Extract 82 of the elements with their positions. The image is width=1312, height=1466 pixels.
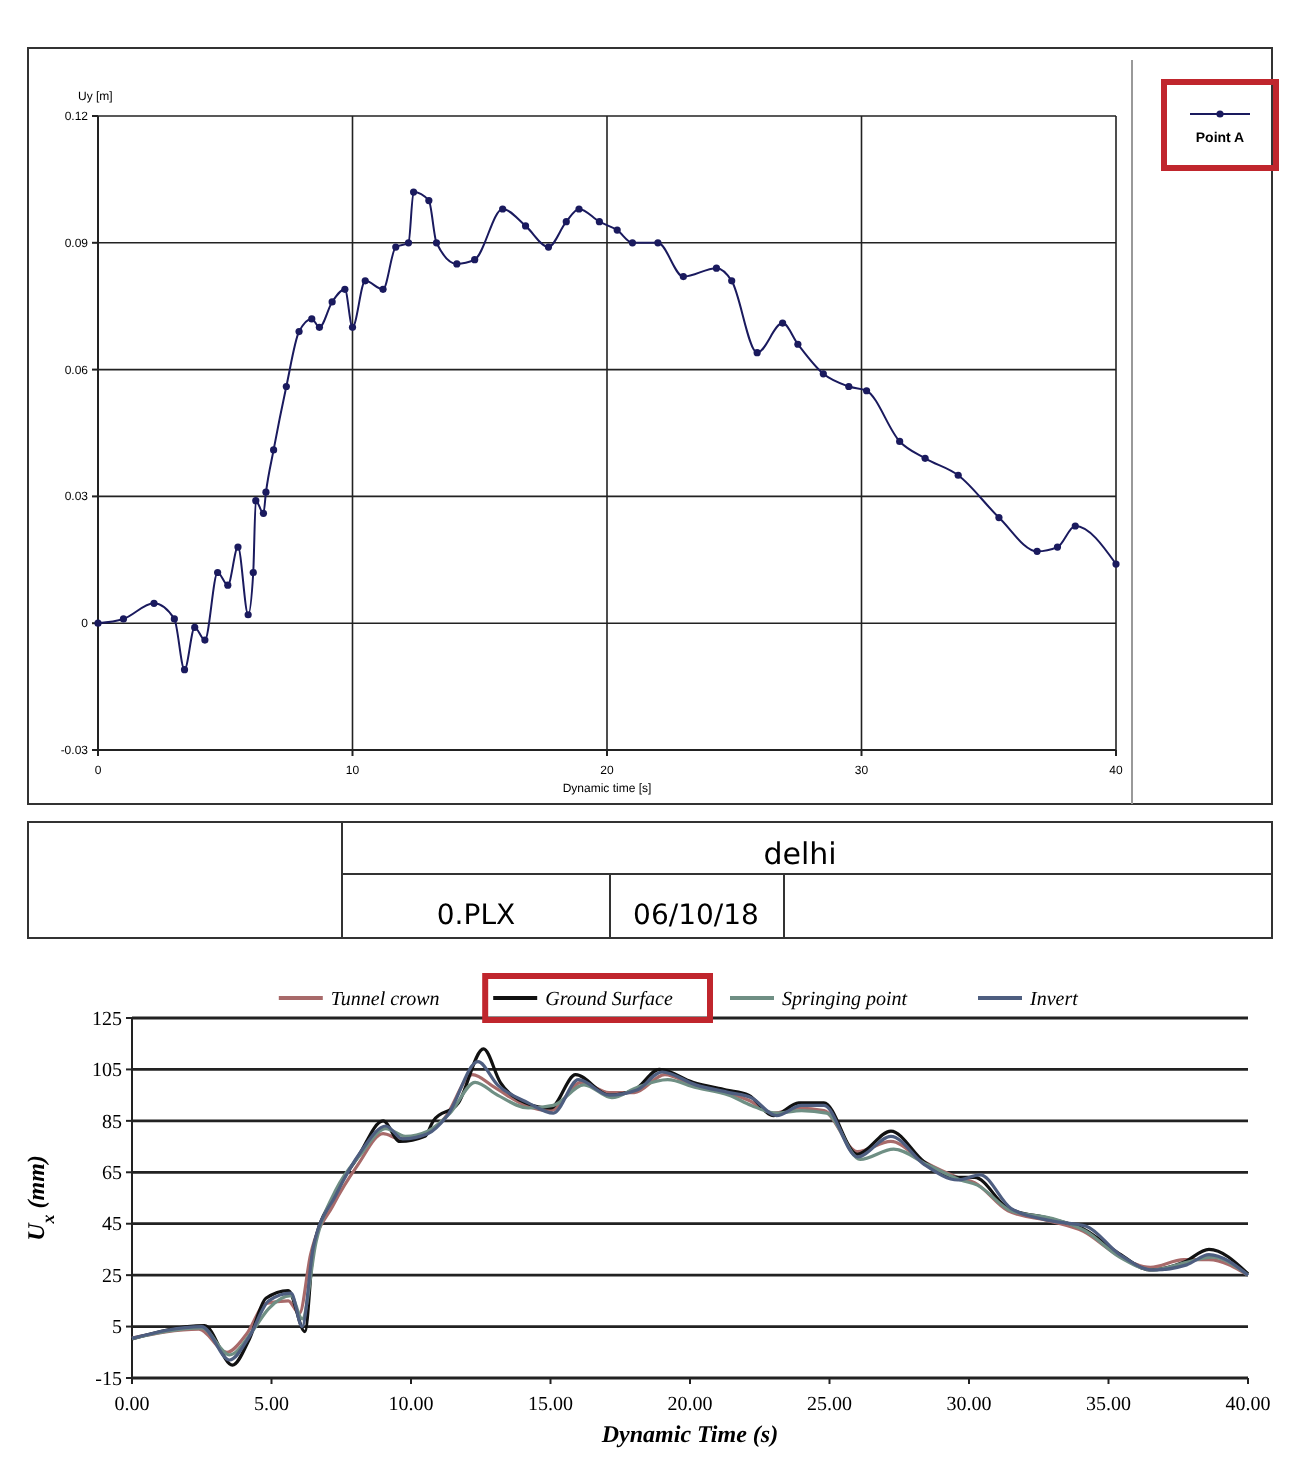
point <box>1033 547 1041 555</box>
point <box>180 666 189 674</box>
y-tick-label: 125 <box>92 1008 122 1031</box>
point <box>712 264 721 272</box>
legend-label: Springing point <box>782 989 908 1011</box>
point <box>315 323 324 331</box>
y-tick-label: 65 <box>102 1162 122 1185</box>
point <box>170 615 178 623</box>
point <box>244 611 252 619</box>
point <box>613 226 621 234</box>
y-tick-label: 45 <box>102 1214 122 1237</box>
point <box>794 340 802 348</box>
point <box>432 239 441 247</box>
point <box>819 370 827 378</box>
point <box>562 218 570 226</box>
point <box>328 298 336 306</box>
point <box>282 382 290 391</box>
point <box>954 471 962 479</box>
point <box>595 218 603 226</box>
point <box>361 277 369 285</box>
text: 06/10/18 <box>633 900 759 932</box>
point <box>862 387 871 395</box>
y-tick-label: 5 <box>112 1317 122 1340</box>
point <box>308 315 316 323</box>
point <box>150 599 158 607</box>
x-tick-label: 20.00 <box>667 1394 713 1416</box>
point <box>341 285 349 293</box>
point <box>379 285 387 293</box>
x-tick-label: 10.00 <box>388 1394 434 1416</box>
x-tick-label: 35.00 <box>1086 1394 1131 1416</box>
point <box>453 260 461 268</box>
point <box>679 273 687 281</box>
x-tick-label: 40.00 <box>1225 1394 1271 1416</box>
legend-label: Ground Surface <box>545 989 674 1011</box>
point <box>896 437 904 446</box>
point <box>224 581 232 589</box>
point <box>191 623 199 632</box>
point <box>499 205 507 213</box>
point <box>845 382 853 391</box>
point <box>270 446 278 454</box>
point <box>201 636 209 644</box>
point <box>728 277 736 285</box>
y-tick-label: 85 <box>102 1111 122 1134</box>
point <box>521 222 530 230</box>
x-tick-label: 0.00 <box>114 1394 150 1416</box>
legend-label: Invert <box>1028 989 1079 1011</box>
point <box>1053 543 1062 551</box>
point <box>404 239 413 247</box>
x-tick-label: 25.00 <box>807 1394 852 1416</box>
y-tick-label: -15 <box>95 1368 122 1391</box>
point <box>392 243 400 251</box>
point <box>214 568 222 577</box>
y-tick-label: 25 <box>102 1265 122 1288</box>
point <box>295 327 303 336</box>
point <box>249 568 257 577</box>
point <box>471 256 479 264</box>
point <box>995 513 1003 522</box>
x-tick-label: 5.00 <box>254 1394 289 1416</box>
point <box>654 239 662 247</box>
point <box>348 323 357 331</box>
y-tick-label: 105 <box>92 1060 122 1083</box>
point <box>252 497 260 505</box>
point <box>409 188 418 196</box>
point <box>119 615 128 623</box>
point <box>753 349 761 357</box>
point <box>1071 522 1079 530</box>
point <box>425 196 433 205</box>
point <box>259 509 268 517</box>
text: delhi <box>763 836 837 872</box>
x-axis-title: Dynamic Time (s) <box>599 1420 779 1448</box>
point <box>234 543 242 551</box>
point <box>575 205 583 213</box>
point <box>628 239 637 247</box>
point <box>921 454 929 462</box>
legend-label: Tunnel crown <box>330 989 440 1011</box>
x-tick-label: 15.00 <box>528 1394 573 1416</box>
point <box>779 319 787 327</box>
point <box>1112 560 1120 568</box>
point <box>544 243 553 251</box>
text: 0.PLX <box>436 900 516 932</box>
point <box>262 488 270 496</box>
x-tick-label: 30.00 <box>946 1394 992 1416</box>
